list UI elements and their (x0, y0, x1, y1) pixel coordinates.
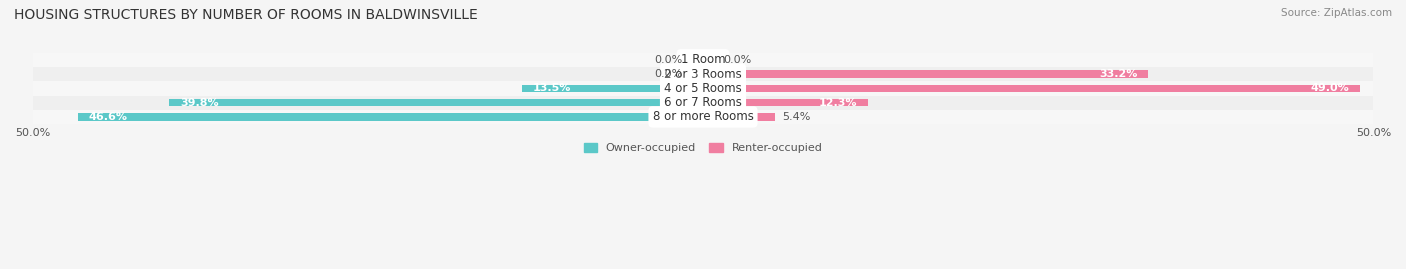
Bar (703, 85, 1360, 92)
Bar (32, 53, 1374, 67)
Bar (703, 70, 1149, 78)
Text: 13.5%: 13.5% (533, 83, 571, 93)
Text: 49.0%: 49.0% (1310, 83, 1350, 93)
Bar (79, 113, 703, 121)
Bar (703, 113, 775, 121)
Bar (522, 85, 703, 92)
Text: 39.8%: 39.8% (180, 98, 219, 108)
Text: 1 Room: 1 Room (681, 53, 725, 66)
Bar (32, 81, 1374, 95)
Text: HOUSING STRUCTURES BY NUMBER OF ROOMS IN BALDWINSVILLE: HOUSING STRUCTURES BY NUMBER OF ROOMS IN… (14, 8, 478, 22)
Text: Source: ZipAtlas.com: Source: ZipAtlas.com (1281, 8, 1392, 18)
Text: 0.0%: 0.0% (655, 69, 683, 79)
Text: 0.0%: 0.0% (723, 55, 751, 65)
Text: 5.4%: 5.4% (782, 112, 810, 122)
Text: 0.0%: 0.0% (655, 55, 683, 65)
Text: 4 or 5 Rooms: 4 or 5 Rooms (664, 82, 742, 95)
Text: 2 or 3 Rooms: 2 or 3 Rooms (664, 68, 742, 81)
Text: 8 or more Rooms: 8 or more Rooms (652, 111, 754, 123)
Text: 33.2%: 33.2% (1099, 69, 1137, 79)
Legend: Owner-occupied, Renter-occupied: Owner-occupied, Renter-occupied (579, 139, 827, 158)
Bar (32, 95, 1374, 110)
Bar (169, 99, 703, 107)
Bar (32, 67, 1374, 81)
Text: 46.6%: 46.6% (89, 112, 128, 122)
Text: 12.3%: 12.3% (818, 98, 858, 108)
Bar (32, 110, 1374, 124)
Bar (703, 99, 868, 107)
Text: 6 or 7 Rooms: 6 or 7 Rooms (664, 96, 742, 109)
